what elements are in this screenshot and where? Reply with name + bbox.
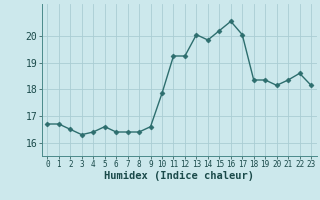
- X-axis label: Humidex (Indice chaleur): Humidex (Indice chaleur): [104, 171, 254, 181]
